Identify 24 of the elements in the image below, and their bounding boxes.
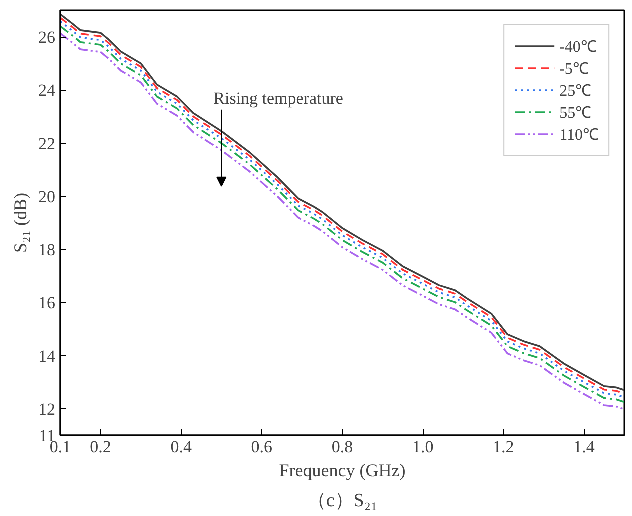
y-tick-label: 26	[38, 28, 56, 48]
legend-label: 25℃	[560, 82, 592, 101]
x-tick-label: 1.4	[574, 438, 596, 456]
y-tick-label: 22	[38, 134, 56, 154]
legend-label: -40℃	[560, 38, 597, 57]
y-tick-label: 14	[38, 346, 56, 366]
legend-label: -5℃	[560, 60, 589, 79]
legend-label: 55℃	[560, 104, 592, 123]
y-tick-label: 24	[38, 81, 56, 100]
x-axis-title: Frequency (GHz)	[279, 460, 406, 480]
y-tick-label: 18	[38, 240, 56, 260]
x-tick-label: 0.6	[251, 438, 273, 456]
x-tick-label: 0.4	[170, 438, 192, 456]
annotation: Rising temperature	[214, 88, 344, 108]
y-axis-title: S₂₁ (dB)	[10, 192, 30, 254]
text: （c）S₂₁	[307, 490, 378, 512]
y-tick-label: 20	[38, 187, 56, 206]
y-tick-label: 16	[38, 294, 56, 313]
x-tick-label: 0.8	[332, 438, 354, 456]
legend-label: 110℃	[560, 126, 599, 145]
y-tick-label: 12	[38, 400, 56, 419]
x-tick-label: 1.0	[412, 438, 434, 456]
x-tick-label: 0.2	[90, 438, 112, 456]
x-tick-label: 1.2	[493, 438, 514, 456]
